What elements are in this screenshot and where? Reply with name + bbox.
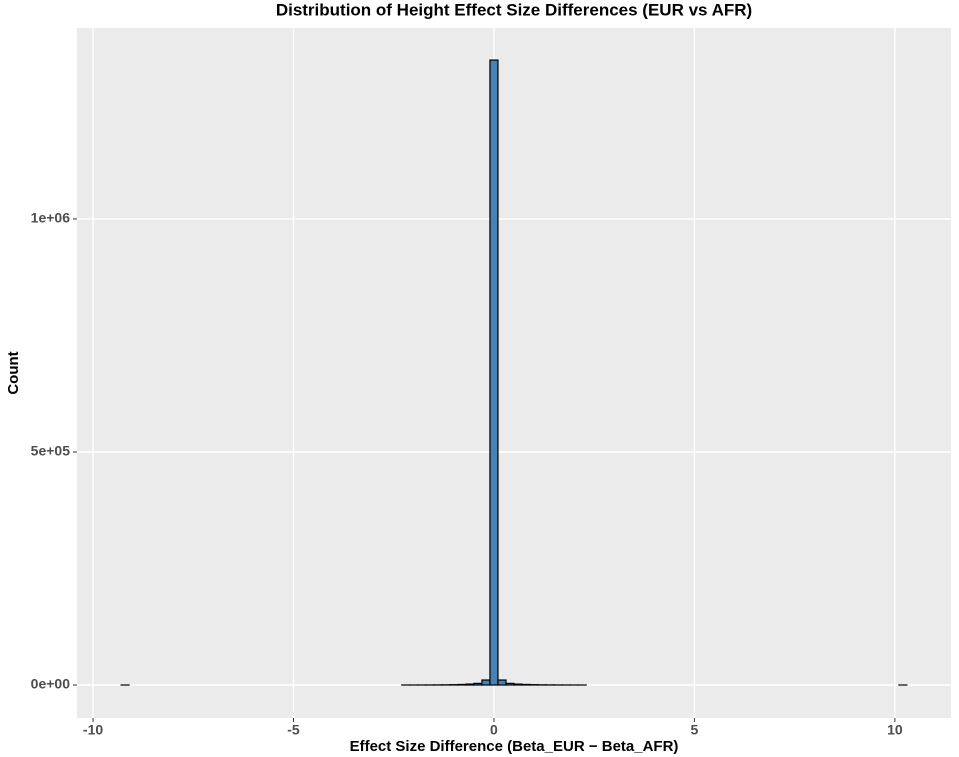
- bar: [481, 679, 491, 686]
- x-tick-label: 5: [691, 722, 699, 738]
- bar: [513, 683, 523, 686]
- y-tick-label: 5e+05: [31, 443, 71, 459]
- x-axis-label: Effect Size Difference (Beta_EUR − Beta_…: [350, 738, 679, 755]
- bar: [505, 682, 515, 686]
- x-tick-label: -5: [287, 722, 300, 738]
- panel: [77, 28, 951, 718]
- x-tick-label: -10: [83, 722, 103, 738]
- y-tick-label: 0e+00: [31, 676, 71, 692]
- bar: [521, 683, 531, 686]
- y-axis-label: Count: [5, 351, 22, 394]
- chart-title: Distribution of Height Effect Size Diffe…: [276, 0, 752, 19]
- bar: [497, 679, 507, 686]
- x-tick-label: 10: [887, 722, 903, 738]
- bar: [473, 682, 483, 686]
- bars: [120, 59, 908, 686]
- bar: [465, 683, 475, 686]
- y-tick-label: 1e+06: [31, 210, 71, 226]
- bar: [457, 683, 467, 686]
- x-tick-label: 0: [490, 722, 498, 738]
- bar: [489, 59, 499, 686]
